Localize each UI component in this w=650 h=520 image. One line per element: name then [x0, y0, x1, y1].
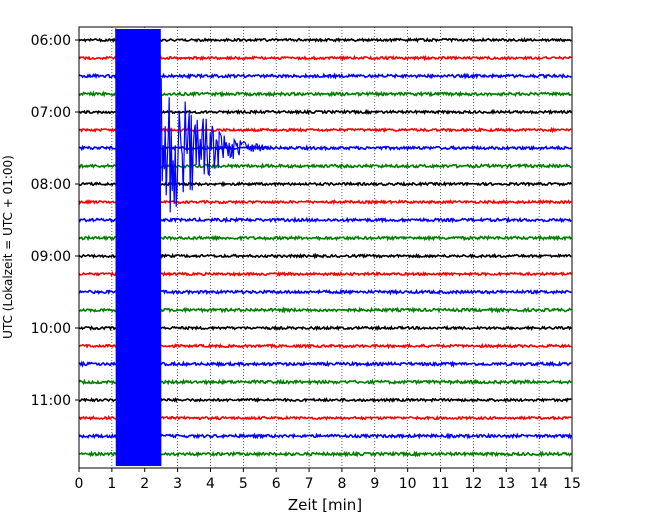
x-tick-label-13: 13 — [497, 476, 515, 492]
y-tick-label-3: 09:00 — [31, 249, 71, 265]
trace-5 — [78, 126, 572, 134]
seismic-traces — [78, 36, 573, 458]
x-tick-label-2: 2 — [140, 476, 149, 492]
x-tick-label-4: 4 — [206, 476, 215, 492]
y-tick-label-5: 11:00 — [31, 393, 71, 409]
y-tick-label-1: 07:00 — [31, 105, 71, 121]
y-tick-label-0: 06:00 — [31, 33, 71, 49]
trace-0 — [78, 36, 572, 44]
x-axis-label: Zeit [min] — [288, 496, 362, 514]
x-tick-label-3: 3 — [173, 476, 182, 492]
trace-6 — [78, 144, 572, 152]
plot-frame — [78, 26, 573, 469]
earthquake-event — [115, 28, 270, 467]
x-tick-label-6: 6 — [272, 476, 281, 492]
y-tick-label-2: 08:00 — [31, 177, 71, 193]
x-tick-label-12: 12 — [464, 476, 482, 492]
y-axis-label: UTC (Lokalzeit = UTC + 01:00) — [1, 155, 15, 339]
y-tick-label-4: 10:00 — [31, 321, 71, 337]
trace-7 — [78, 162, 572, 170]
y-axis-ticks: 06:00 07:00 08:00 09:00 10:00 11:00 — [31, 33, 79, 409]
x-tick-label-11: 11 — [432, 476, 450, 492]
x-tick-label-9: 9 — [370, 476, 379, 492]
x-tick-label-10: 10 — [399, 476, 417, 492]
trace-2 — [78, 72, 572, 80]
x-tick-label-15: 15 — [563, 476, 581, 492]
x-tick-label-7: 7 — [305, 476, 314, 492]
x-axis-ticks: 0 1 2 3 4 5 6 7 8 9 10 11 12 13 14 15 — [75, 468, 581, 492]
x-tick-label-0: 0 — [75, 476, 84, 492]
trace-8 — [78, 180, 572, 188]
trace-9 — [78, 198, 572, 206]
x-tick-label-5: 5 — [239, 476, 248, 492]
x-tick-label-1: 1 — [107, 476, 116, 492]
event-coda — [160, 78, 270, 213]
trace-1 — [78, 55, 572, 62]
event-main-burst — [115, 28, 162, 467]
x-tick-label-8: 8 — [337, 476, 346, 492]
x-tick-label-14: 14 — [530, 476, 548, 492]
